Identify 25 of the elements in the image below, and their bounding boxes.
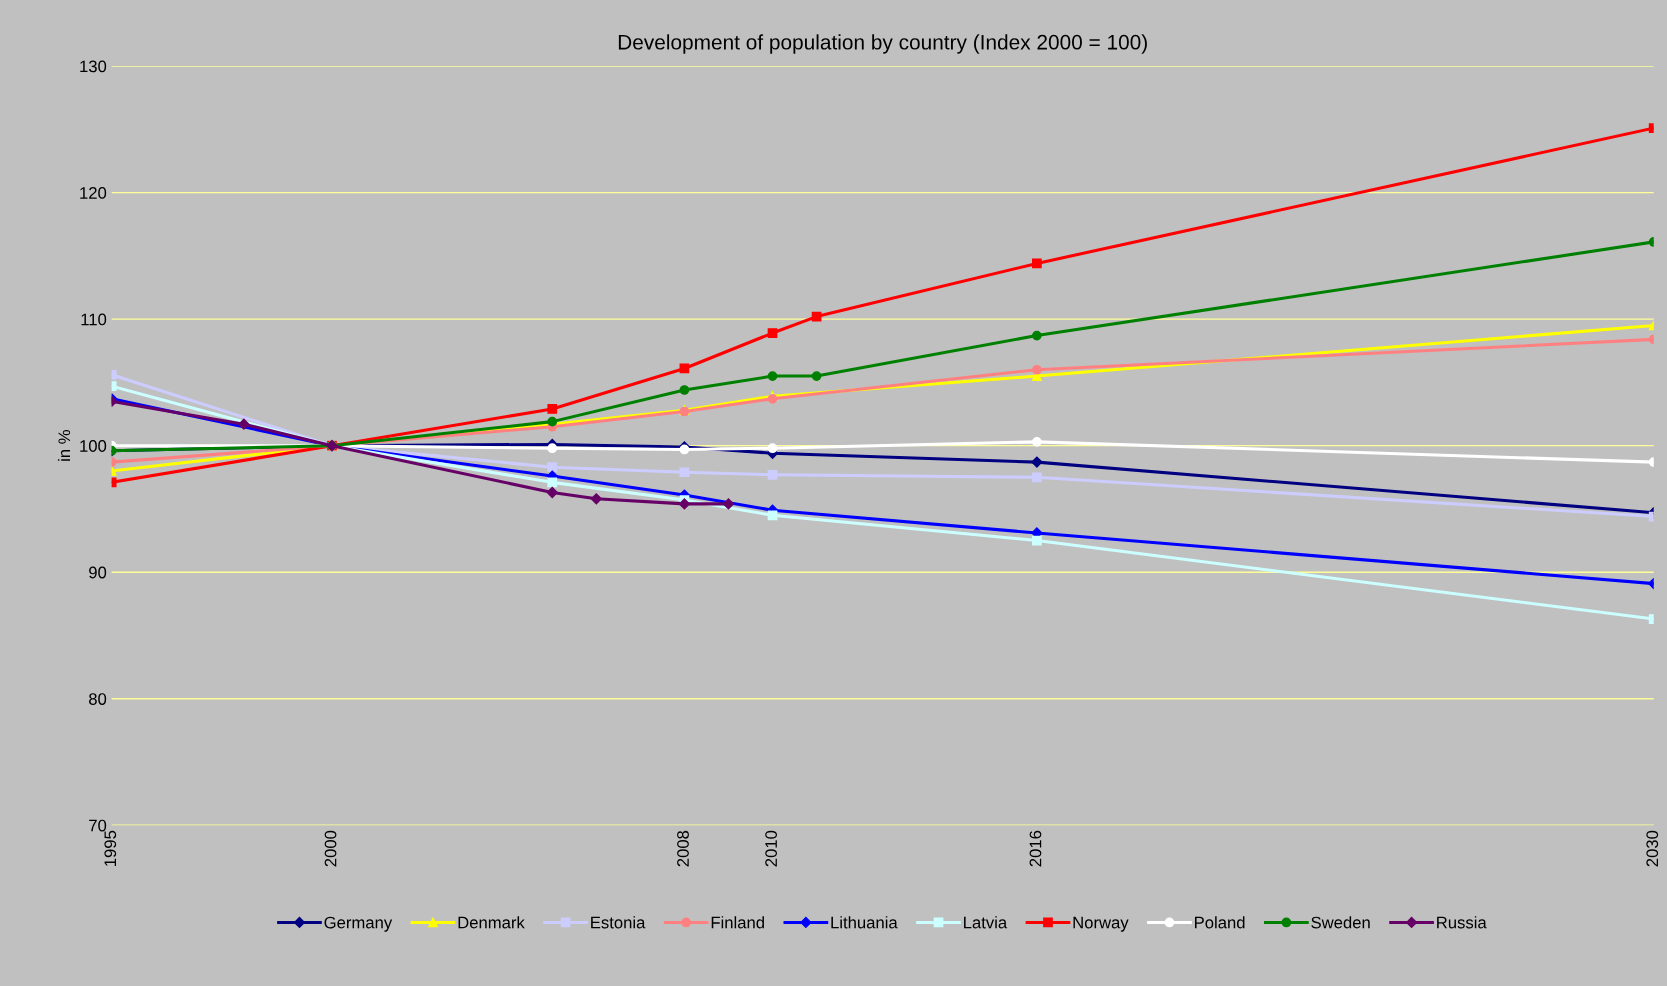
x-tick-label: 2016 xyxy=(1029,830,1042,867)
x-tick-label: 1995 xyxy=(104,830,117,866)
y-tick-label: 80 xyxy=(89,693,107,705)
legend-label: Lithuania xyxy=(831,916,898,929)
legend-label: Russia xyxy=(1437,916,1487,929)
y-tick-label: 70 xyxy=(89,819,107,832)
legend-label: Finland xyxy=(711,916,764,929)
legend-label: Denmark xyxy=(458,916,525,929)
legend-label: Norway xyxy=(1073,916,1129,932)
legend-label: Latvia xyxy=(964,916,1008,929)
legend-label: Sweden xyxy=(1311,916,1370,929)
x-tick-label: 2030 xyxy=(1646,830,1659,867)
x-tick-label: 2000 xyxy=(324,830,337,867)
legend-label: Germany xyxy=(324,916,393,932)
y-tick-label: 120 xyxy=(80,187,107,199)
legend-label: Estonia xyxy=(591,916,646,929)
y-axis-title: in % xyxy=(57,430,71,461)
x-tick-label: 2008 xyxy=(677,830,689,867)
y-tick-label: 90 xyxy=(89,566,107,579)
y-tick-label: 100 xyxy=(80,440,107,452)
x-tick-label: 2010 xyxy=(765,830,778,867)
legend-label: Poland xyxy=(1195,916,1245,929)
chart-title: Development of population by country (Index 2000 = 100) xyxy=(618,34,1147,54)
y-tick-label: 130 xyxy=(80,60,107,73)
y-tick-label: 110 xyxy=(81,313,107,326)
